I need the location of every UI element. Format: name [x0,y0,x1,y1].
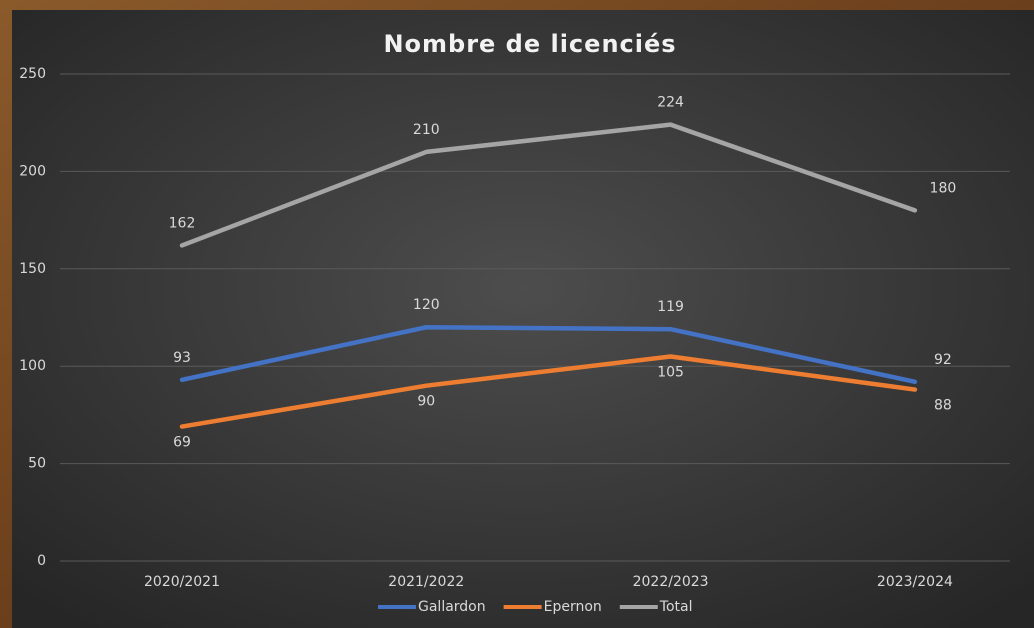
y-tick-label: 250 [19,66,46,82]
x-tick-label: 2023/2024 [877,574,953,590]
page: Nombre de licenciés 0 50 100 150 200 250 2020/… [0,0,1034,628]
y-tick-label: 0 [37,553,46,569]
y-tick-label: 100 [19,358,46,374]
data-label: 69 [173,435,191,451]
chart-title: Nombre de licenciés [383,30,676,58]
data-label: 90 [417,394,435,410]
legend-label: Total [659,599,693,615]
chart: Nombre de licenciés 0 50 100 150 200 250 2020/… [0,0,1034,628]
x-tick-label: 2020/2021 [144,574,220,590]
data-label: 93 [173,350,191,366]
data-label: 180 [930,180,957,196]
x-tick-label: 2022/2023 [633,574,709,590]
y-tick-label: 200 [19,163,46,179]
data-label: 92 [934,352,952,368]
chart-area [12,10,1034,628]
x-tick-label: 2021/2022 [388,574,464,590]
y-tick-label: 50 [28,456,46,472]
data-label: 224 [657,95,684,111]
data-label: 120 [413,297,440,313]
data-label: 105 [657,364,684,380]
legend-label: Gallardon [418,599,486,615]
data-label: 119 [657,299,684,315]
legend-label: Epernon [544,599,602,615]
y-tick-label: 150 [19,261,46,277]
data-label: 162 [169,215,196,231]
data-label: 210 [413,122,440,138]
data-label: 88 [934,398,952,414]
